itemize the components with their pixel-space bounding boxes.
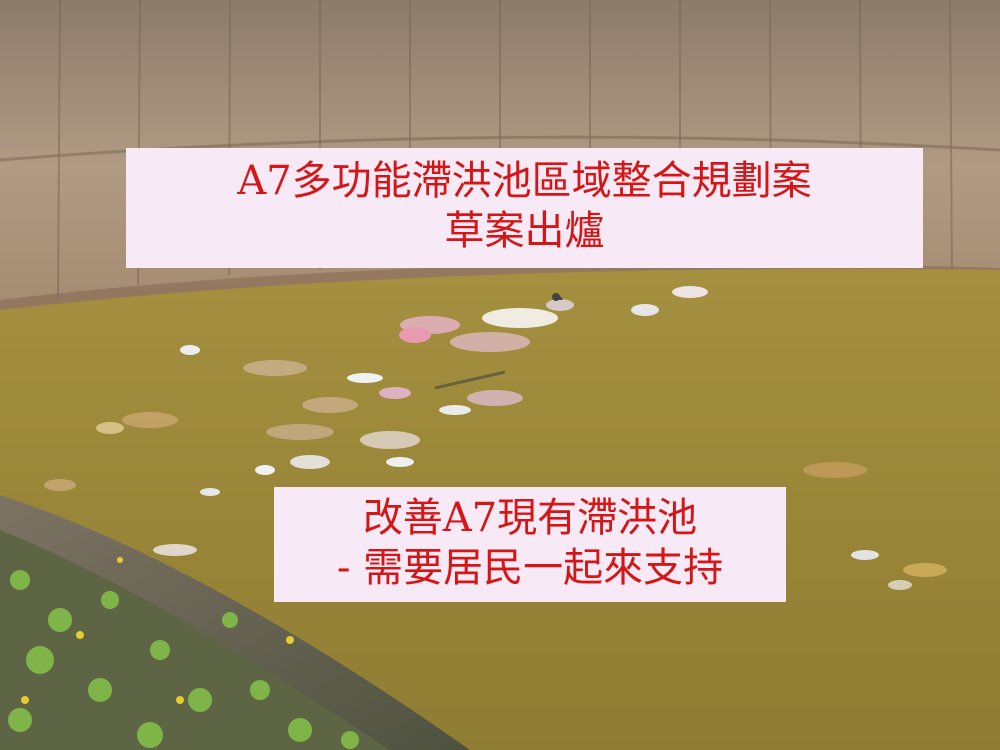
subtitle-line-2: - 需要居民一起來支持 bbox=[336, 545, 724, 591]
floating-debris bbox=[44, 286, 947, 590]
title-caption: A7多功能滯洪池區域整合規劃案 草案出爐 bbox=[126, 148, 923, 268]
title-line-2: 草案出爐 bbox=[444, 208, 605, 254]
vegetated-bank bbox=[0, 495, 470, 750]
subtitle-caption: 改善A7現有滯洪池 - 需要居民一起來支持 bbox=[274, 487, 786, 602]
subtitle-line-1: 改善A7現有滯洪池 bbox=[362, 495, 698, 541]
title-line-1: A7多功能滯洪池區域整合規劃案 bbox=[237, 158, 812, 204]
